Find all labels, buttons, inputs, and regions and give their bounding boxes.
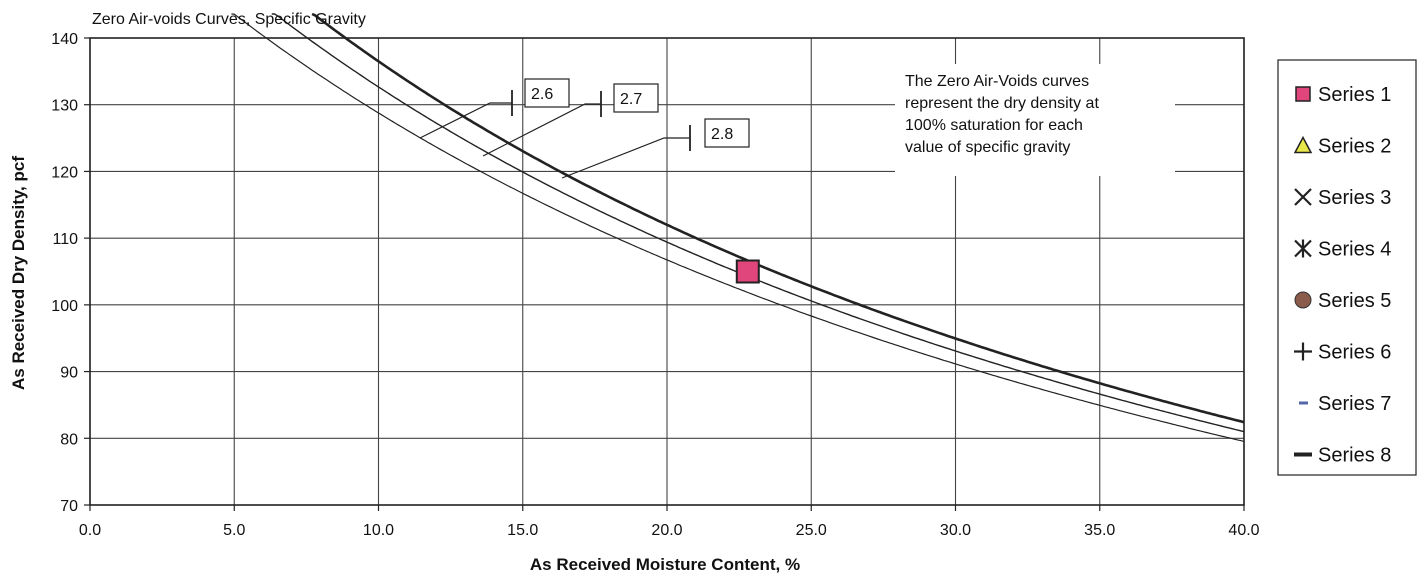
legend-marker-asterisk [1294, 239, 1312, 258]
y-tick-label: 140 [51, 31, 78, 48]
curve-label: 2.6 [531, 86, 553, 103]
axes: 0.0 5.0 10.0 15.0 20.0 25.0 30.0 35.0 40.0 70 80 90… [51, 31, 1259, 539]
zav-curve-2-8 [311, 12, 1245, 424]
callout-box [613, 83, 659, 113]
legend: Series 1 Series 2 Series 3 Series 4 Series 5… [1277, 59, 1417, 476]
x-axis-label: As Received Moisture Content, % [530, 555, 800, 574]
callout-leader [561, 137, 690, 179]
data-points [735, 259, 760, 284]
y-tick-label: 110 [52, 231, 78, 248]
annotation-box: The Zero Air-Voids curves represent the … [895, 64, 1175, 176]
x-tick-label: 10.0 [363, 522, 394, 539]
legend-item: Series 8 [1294, 445, 1391, 467]
y-tick-label: 130 [51, 98, 78, 115]
y-tick-label: 70 [60, 498, 78, 515]
curve-callouts: 2.6 2.7 2.8 [419, 78, 750, 179]
x-tick-label: 0.0 [79, 522, 101, 539]
y-tick-label: 120 [51, 164, 78, 181]
callout-box [524, 78, 570, 108]
x-tick-label: 35.0 [1084, 522, 1115, 539]
annotation-text: The Zero Air-Voids curves represent the … [905, 73, 1103, 156]
legend-label: Series 5 [1318, 290, 1391, 312]
callout-box [704, 118, 750, 148]
legend-item: Series 3 [1294, 187, 1391, 209]
legend-item: Series 7 [1299, 393, 1391, 415]
x-tick-label: 30.0 [940, 522, 971, 539]
legend-marker-circle [1294, 291, 1312, 309]
zav-curve-2-6 [231, 13, 1245, 442]
legend-label: Series 2 [1318, 136, 1391, 158]
x-tick-label: 40.0 [1228, 522, 1259, 539]
legend-item: Series 4 [1294, 239, 1391, 261]
x-tick-label: 15.0 [507, 522, 538, 539]
legend-label: Series 1 [1318, 84, 1391, 106]
y-axis-label: As Received Dry Density, pcf [9, 156, 28, 390]
legend-label: Series 8 [1318, 445, 1391, 467]
x-tick-label: 20.0 [651, 522, 682, 539]
x-tick-label: 5.0 [223, 522, 245, 539]
legend-marker-x [1294, 188, 1312, 206]
curve-label: 2.8 [711, 126, 733, 143]
legend-marker-square [1295, 86, 1311, 102]
legend-marker-plus [1294, 342, 1312, 361]
curve-label: 2.7 [620, 91, 642, 108]
legend-item: Series 6 [1294, 342, 1391, 364]
legend-label: Series 7 [1318, 393, 1391, 415]
callout-leader [419, 102, 512, 139]
x-tick-label: 25.0 [796, 522, 827, 539]
legend-label: Series 6 [1318, 342, 1391, 364]
legend-item: Series 2 [1293, 135, 1391, 158]
y-tick-label: 100 [51, 298, 78, 315]
y-tick-label: 80 [60, 431, 78, 448]
legend-frame [1277, 59, 1417, 476]
legend-label: Series 4 [1318, 239, 1391, 261]
chart-title: Zero Air-voids Curves, Specific Gravity [92, 11, 366, 28]
legend-item: Series 1 [1295, 84, 1391, 106]
callout-leader [482, 103, 601, 157]
series-1-point [735, 259, 760, 284]
legend-label: Series 3 [1318, 187, 1391, 209]
y-tick-label: 90 [60, 365, 78, 382]
legend-item: Series 5 [1294, 290, 1391, 312]
legend-marker-triangle [1293, 135, 1313, 154]
